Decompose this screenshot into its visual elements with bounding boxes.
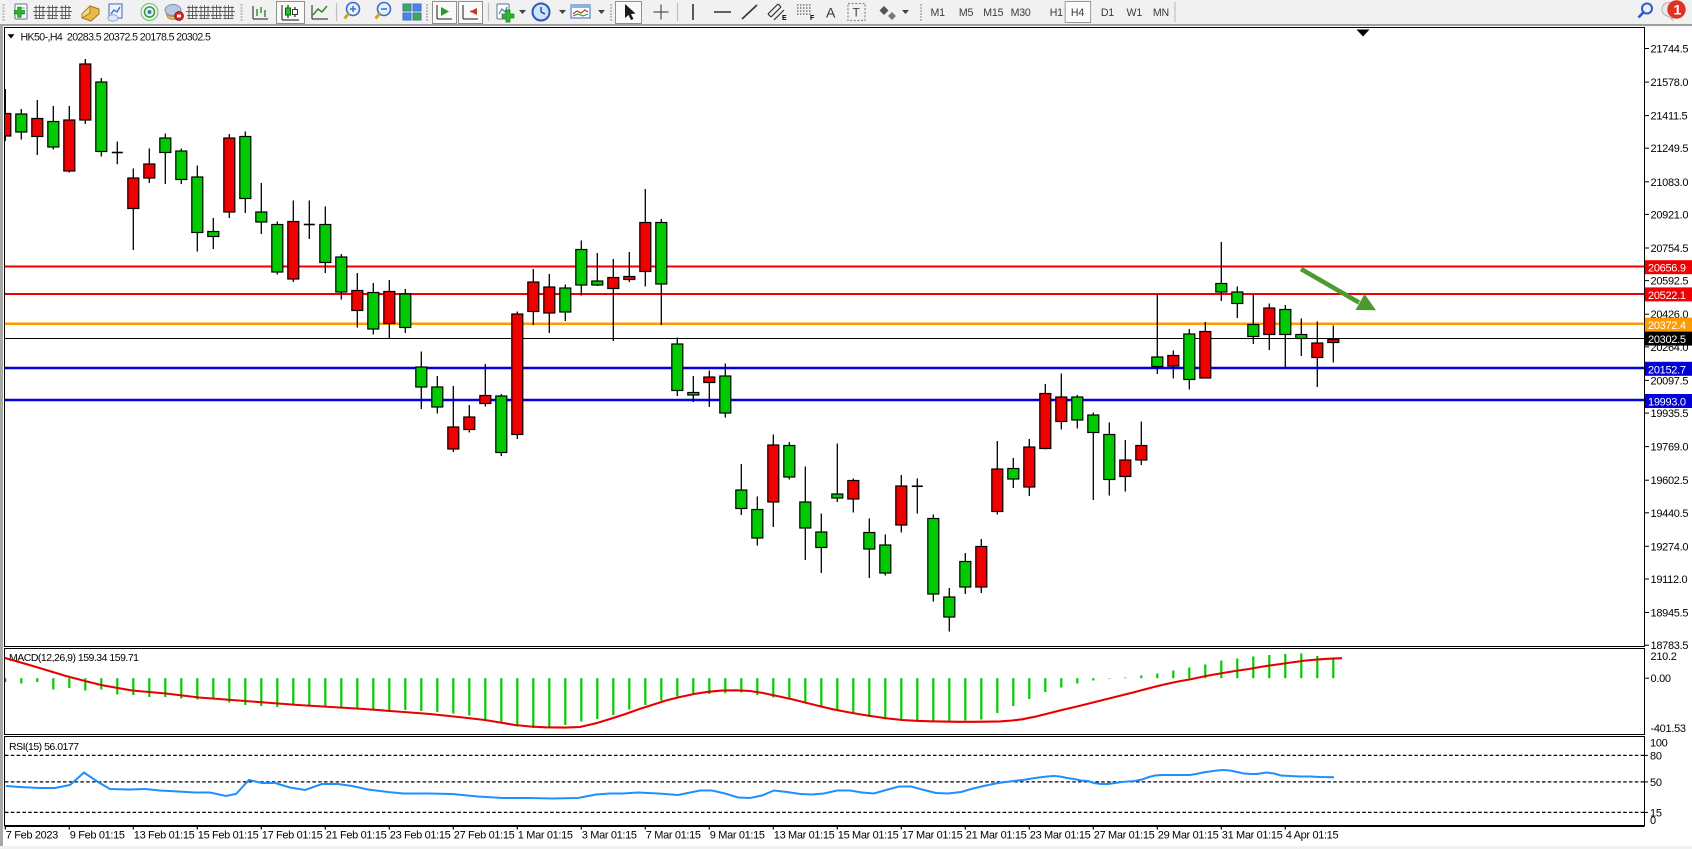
svg-text:M5: M5 <box>959 7 974 19</box>
svg-text:29 Mar 01:15: 29 Mar 01:15 <box>1158 830 1219 842</box>
svg-text:23 Feb 01:15: 23 Feb 01:15 <box>390 830 451 842</box>
svg-text:19112.0: 19112.0 <box>1651 574 1688 586</box>
svg-text:20372.4: 20372.4 <box>1648 320 1686 332</box>
svg-text:80: 80 <box>1650 750 1662 762</box>
svg-text:18945.5: 18945.5 <box>1651 608 1689 620</box>
svg-text:21411.5: 21411.5 <box>1651 111 1688 123</box>
svg-text:RSI(15) 56.0177: RSI(15) 56.0177 <box>9 741 79 753</box>
svg-text:4 Apr 01:15: 4 Apr 01:15 <box>1286 830 1339 842</box>
svg-text:0: 0 <box>1650 815 1656 827</box>
svg-text:19602.5: 19602.5 <box>1651 475 1689 487</box>
svg-text:MACD(12,26,9) 159.34 159.71: MACD(12,26,9) 159.34 159.71 <box>9 652 139 664</box>
svg-text:3 Mar 01:15: 3 Mar 01:15 <box>582 830 637 842</box>
svg-text:19769.0: 19769.0 <box>1651 442 1689 454</box>
svg-text:7 Mar 01:15: 7 Mar 01:15 <box>646 830 701 842</box>
svg-text:W1: W1 <box>1127 7 1143 19</box>
svg-text:21578.0: 21578.0 <box>1651 77 1689 89</box>
svg-text:31 Mar 01:15: 31 Mar 01:15 <box>1222 830 1283 842</box>
svg-text:20522.1: 20522.1 <box>1648 290 1686 302</box>
svg-text:M30: M30 <box>1011 7 1031 19</box>
svg-text:21744.5: 21744.5 <box>1651 44 1689 56</box>
svg-text:F: F <box>810 15 815 22</box>
svg-text:MN: MN <box>1153 7 1169 19</box>
svg-text:D1: D1 <box>1101 7 1114 19</box>
svg-text:50: 50 <box>1650 777 1662 789</box>
svg-text:H4: H4 <box>1071 7 1084 19</box>
svg-text:M15: M15 <box>983 7 1003 19</box>
svg-text:21083.0: 21083.0 <box>1651 177 1689 189</box>
svg-text:17 Feb 01:15: 17 Feb 01:15 <box>262 830 323 842</box>
svg-text:E: E <box>782 15 787 22</box>
svg-text:7 Feb 2023: 7 Feb 2023 <box>6 830 58 842</box>
svg-text:21249.5: 21249.5 <box>1651 143 1689 155</box>
svg-text:27 Feb 01:15: 27 Feb 01:15 <box>454 830 515 842</box>
svg-text:20097.5: 20097.5 <box>1651 375 1689 387</box>
svg-text:HK50-,H4 20283.5 20372.5 2017: HK50-,H4 20283.5 20372.5 20178.5 20302.5 <box>21 32 212 44</box>
svg-text:17 Mar 01:15: 17 Mar 01:15 <box>902 830 963 842</box>
svg-text:15 Mar 01:15: 15 Mar 01:15 <box>838 830 899 842</box>
svg-text:210.2: 210.2 <box>1651 651 1677 663</box>
svg-text:20921.0: 20921.0 <box>1651 209 1689 221</box>
svg-text:H1: H1 <box>1050 7 1063 19</box>
svg-text:13 Feb 01:15: 13 Feb 01:15 <box>134 830 195 842</box>
svg-text:21 Feb 01:15: 21 Feb 01:15 <box>326 830 387 842</box>
svg-text:0.00: 0.00 <box>1651 673 1671 685</box>
svg-text:20656.9: 20656.9 <box>1648 263 1686 275</box>
svg-text:15: 15 <box>1650 807 1662 819</box>
svg-text:13 Mar 01:15: 13 Mar 01:15 <box>774 830 835 842</box>
svg-text:18783.5: 18783.5 <box>1651 640 1689 652</box>
svg-text:20152.7: 20152.7 <box>1648 364 1686 376</box>
svg-text:20592.5: 20592.5 <box>1651 276 1689 288</box>
svg-text:-401.53: -401.53 <box>1651 723 1686 735</box>
svg-text:19274.0: 19274.0 <box>1651 541 1689 553</box>
svg-text:20302.5: 20302.5 <box>1648 334 1686 346</box>
svg-text:9 Mar 01:15: 9 Mar 01:15 <box>710 830 765 842</box>
svg-text:21 Mar 01:15: 21 Mar 01:15 <box>966 830 1027 842</box>
svg-text:9 Feb 01:15: 9 Feb 01:15 <box>70 830 125 842</box>
svg-text:100: 100 <box>1650 738 1668 750</box>
svg-text:T: T <box>853 6 861 20</box>
svg-text:15 Feb 01:15: 15 Feb 01:15 <box>198 830 259 842</box>
svg-text:19935.5: 19935.5 <box>1651 408 1689 420</box>
svg-text:20754.5: 20754.5 <box>1651 243 1689 255</box>
svg-text:A: A <box>826 5 836 21</box>
svg-text:1 Mar 01:15: 1 Mar 01:15 <box>518 830 573 842</box>
svg-text:1: 1 <box>1674 2 1682 18</box>
svg-text:19440.5: 19440.5 <box>1651 508 1689 520</box>
svg-text:23 Mar 01:15: 23 Mar 01:15 <box>1030 830 1091 842</box>
svg-text:19993.0: 19993.0 <box>1648 397 1686 409</box>
svg-text:M1: M1 <box>931 7 946 19</box>
svg-text:27 Mar 01:15: 27 Mar 01:15 <box>1094 830 1155 842</box>
